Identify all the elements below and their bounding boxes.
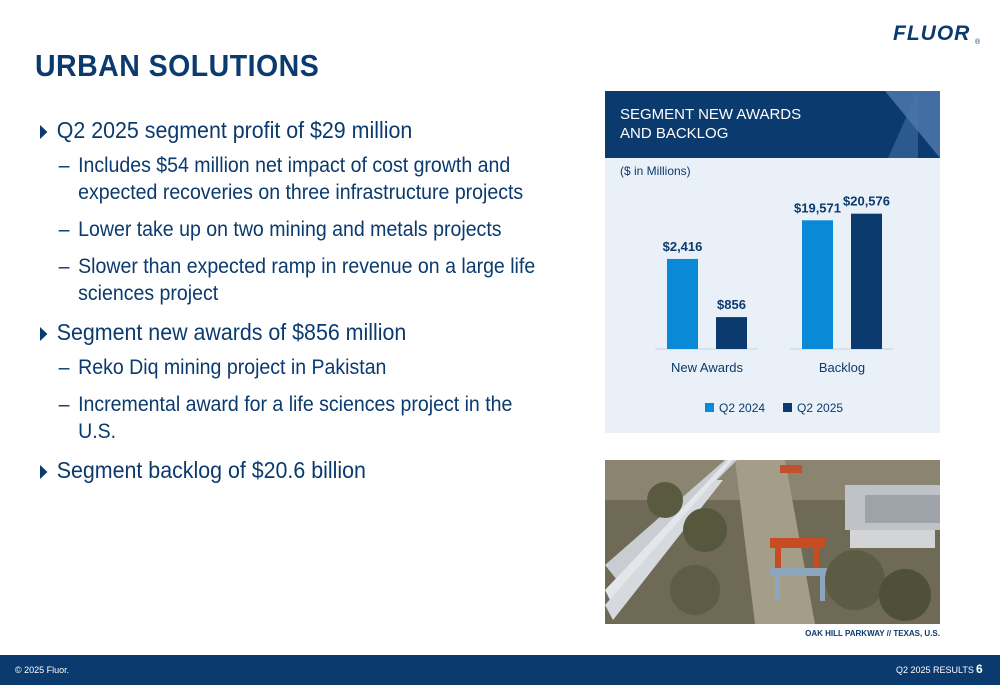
- sub-bullet-text: Includes $54 million net impact of cost …: [78, 154, 524, 204]
- copyright-text: © 2025 Fluor.: [15, 665, 70, 675]
- panel-header: SEGMENT NEW AWARDS AND BACKLOG: [605, 91, 940, 158]
- category-label: Backlog: [819, 360, 865, 375]
- project-photo: [605, 460, 940, 624]
- legend-label: Q2 2025: [797, 401, 843, 415]
- bullet-list: Q2 2025 segment profit of $29 million – In…: [40, 115, 560, 492]
- report-label: Q2 2025 RESULTS: [896, 665, 974, 675]
- registered-mark: ®: [975, 39, 981, 46]
- data-label: $19,571: [794, 200, 841, 215]
- bullet-arrow-icon: [40, 125, 48, 139]
- sub-bullet-text: Slower than expected ramp in revenue on …: [78, 255, 536, 305]
- photo-caption: OAK HILL PARKWAY // TEXAS, U.S.: [805, 629, 940, 638]
- sub-bullet-item: – Includes $54 million net impact of cost…: [40, 152, 543, 206]
- sub-bullet-item: – Reko Diq mining project in Pakistan: [40, 354, 543, 381]
- dash-icon: –: [58, 218, 70, 241]
- panel-title-line2: AND BACKLOG: [620, 125, 729, 142]
- bullet-text: Segment new awards of $856 million: [56, 319, 407, 345]
- legend-swatch: [783, 403, 792, 412]
- panel-title-line1: SEGMENT NEW AWARDS: [620, 106, 802, 123]
- sub-bullet-text: Incremental award for a life sciences pr…: [78, 393, 513, 443]
- data-label: $20,576: [843, 194, 890, 209]
- sub-bullet-item: – Lower take up on two mining and metals …: [40, 216, 543, 243]
- panel-title: SEGMENT NEW AWARDS AND BACKLOG: [620, 105, 840, 143]
- bullet-item: Segment backlog of $20.6 billion: [40, 455, 524, 485]
- bullet-item: Segment new awards of $856 million: [40, 317, 524, 347]
- sub-bullet-item: – Slower than expected ramp in revenue on…: [40, 253, 543, 307]
- data-label: $2,416: [663, 239, 703, 254]
- slide-title: URBAN SOLUTIONS: [35, 48, 320, 83]
- bar-q2-2024: [667, 258, 698, 349]
- bar-q2-2024: [802, 220, 833, 349]
- sub-bullet-text: Reko Diq mining project in Pakistan: [78, 356, 387, 379]
- category-label: New Awards: [671, 360, 744, 375]
- bar-q2-2025: [851, 213, 882, 349]
- dash-icon: –: [58, 393, 70, 416]
- data-label: $856: [717, 297, 746, 312]
- bar-q2-2025: [716, 317, 747, 349]
- legend-label: Q2 2024: [719, 401, 765, 415]
- page-number: 6: [976, 662, 983, 676]
- dash-icon: –: [58, 154, 70, 177]
- bullet-arrow-icon: [40, 465, 48, 479]
- bullet-arrow-icon: [40, 327, 48, 341]
- header-corner-decoration: [885, 91, 940, 158]
- dash-icon: –: [58, 356, 70, 379]
- legend-swatch: [705, 403, 714, 412]
- dash-icon: –: [58, 255, 70, 278]
- bullet-text: Segment backlog of $20.6 billion: [56, 457, 366, 483]
- bar-chart: $2,416 $856 New Awards $19,571 $20,576 Backlo…: [655, 194, 893, 415]
- fluor-logo: FLUOR: [893, 22, 971, 45]
- segment-chart-panel: SEGMENT NEW AWARDS AND BACKLOG ($ in Mil…: [605, 91, 940, 433]
- bullet-text: Q2 2025 segment profit of $29 million: [56, 117, 413, 143]
- sub-bullet-item: – Incremental award for a life sciences p…: [40, 391, 543, 445]
- bullet-item: Q2 2025 segment profit of $29 million: [40, 115, 524, 145]
- sub-bullet-text: Lower take up on two mining and metals p…: [78, 218, 502, 241]
- footer-bar: © 2025 Fluor. Q2 2025 RESULTS 6: [0, 655, 1000, 685]
- units-label: ($ in Millions): [620, 164, 691, 178]
